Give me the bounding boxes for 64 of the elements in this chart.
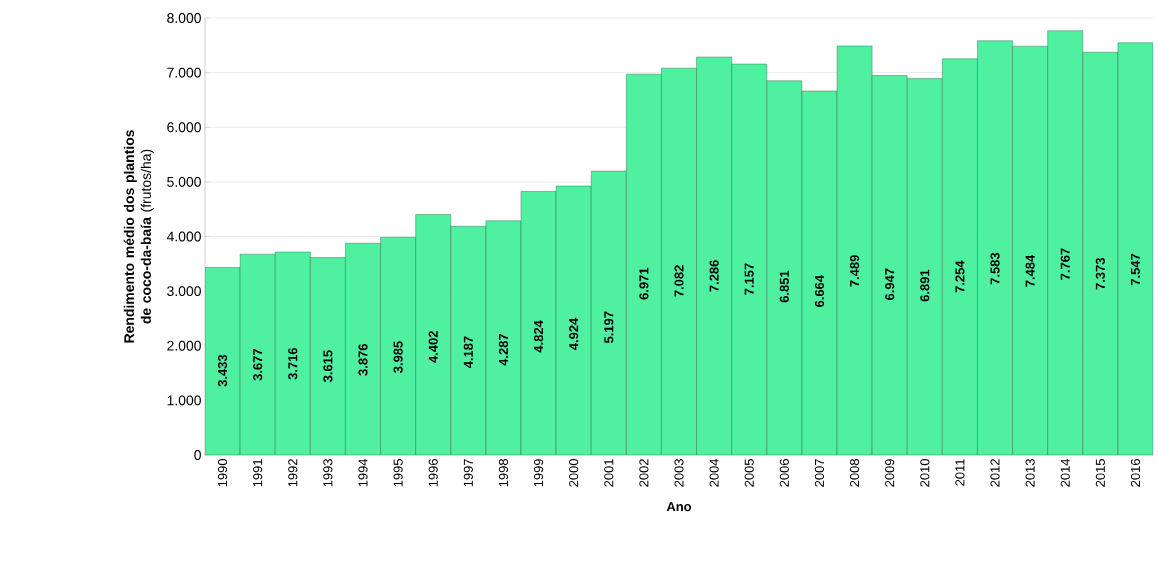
y-tick-label: 8.000 — [167, 13, 201, 23]
data-label: 4.402 — [428, 331, 438, 363]
x-tick-label: 2010 — [920, 459, 930, 487]
data-label: 5.197 — [604, 311, 614, 344]
data-label: 4.924 — [569, 317, 579, 350]
data-label: 4.187 — [463, 336, 473, 369]
x-tick-label: 2003 — [674, 459, 684, 487]
data-label: 7.484 — [1025, 254, 1035, 287]
data-label: 6.971 — [639, 267, 649, 300]
x-tick-label: 2011 — [955, 459, 965, 486]
x-tick-label: 2004 — [709, 458, 719, 487]
x-tick-label: 2006 — [779, 459, 789, 487]
data-label: 7.547 — [1130, 253, 1140, 286]
data-label: 3.716 — [288, 347, 298, 380]
x-tick-label: 2016 — [1130, 459, 1141, 487]
data-label: 7.157 — [744, 263, 754, 295]
x-tick-label: 1991 — [253, 459, 263, 487]
data-label: 3.677 — [253, 348, 263, 381]
x-tick-label: 2012 — [990, 459, 1000, 487]
data-label: 6.891 — [920, 269, 930, 302]
x-tick-label: 1990 — [217, 459, 228, 487]
x-tick-label: 2015 — [1095, 459, 1105, 487]
x-tick-label: 2007 — [814, 459, 825, 487]
y-tick-label: 1.000 — [167, 395, 201, 406]
x-tick-label: 1996 — [428, 459, 438, 487]
x-tick-label: 2014 — [1060, 458, 1070, 487]
data-label: 7.254 — [955, 260, 965, 293]
x-tick-label: 1993 — [323, 459, 333, 487]
data-label: 7.082 — [674, 265, 684, 297]
data-label: 3.985 — [393, 341, 403, 373]
x-tick-label: 1997 — [463, 459, 473, 487]
data-label: 7.373 — [1095, 258, 1105, 290]
x-tick-label: 1999 — [533, 459, 544, 487]
y-tick-label: 2.000 — [167, 340, 201, 351]
x-tick-label: 1995 — [393, 459, 403, 487]
data-label: 3.615 — [323, 350, 333, 383]
y-tick-label: 6.000 — [167, 122, 201, 133]
data-label: 7.489 — [849, 255, 860, 287]
x-tick-label: 2005 — [744, 459, 754, 487]
data-label: 4.824 — [533, 320, 544, 353]
x-tick-label: 2002 — [639, 459, 649, 487]
data-label: 6.947 — [885, 268, 895, 300]
x-tick-label: 1994 — [358, 458, 368, 487]
data-label: 3.433 — [217, 354, 228, 387]
data-label: 7.286 — [709, 260, 719, 292]
x-axis-title: Ano — [666, 502, 692, 512]
x-tick-label: 2001 — [604, 459, 614, 487]
x-tick-label: 2000 — [569, 459, 579, 487]
y-tick-label: 5.000 — [167, 176, 201, 187]
y-tick-label: 0 — [194, 450, 201, 460]
x-tick-label: 1992 — [288, 459, 298, 487]
data-label: 4.287 — [498, 333, 509, 366]
y-tick-label: 7.000 — [167, 67, 201, 78]
data-label: 7.767 — [1060, 248, 1070, 280]
x-tick-label: 2008 — [849, 459, 860, 487]
y-tick-label: 4.000 — [166, 231, 201, 242]
x-tick-label: 1998 — [498, 459, 509, 487]
data-label: 6.851 — [779, 270, 789, 303]
data-label: 7.583 — [990, 252, 1000, 285]
x-tick-label: 2013 — [1025, 459, 1035, 487]
y-tick-label: 3.000 — [167, 286, 201, 297]
data-label: 6.664 — [814, 275, 825, 307]
data-label: 3.876 — [358, 343, 368, 376]
x-tick-label: 2009 — [885, 459, 895, 487]
